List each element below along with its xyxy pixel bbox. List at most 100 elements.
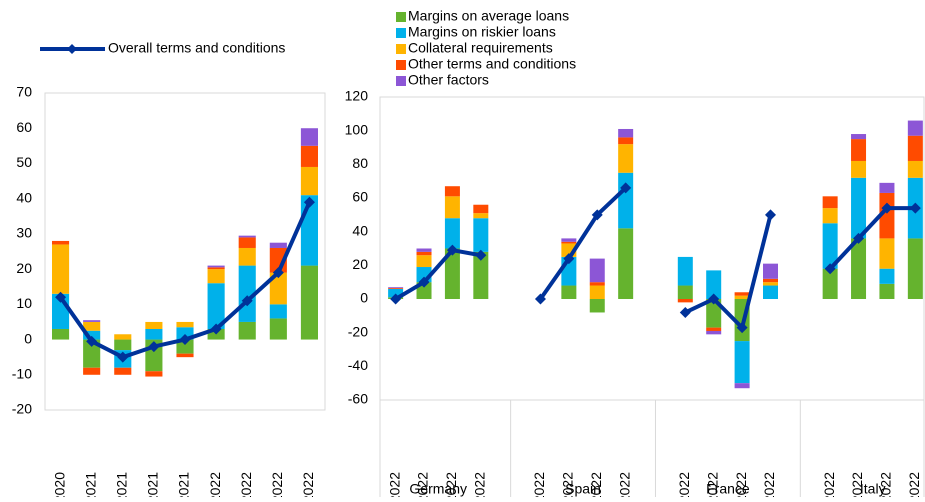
line-marker xyxy=(303,196,315,208)
bar-segment xyxy=(238,235,256,238)
y-tick-label: 20 xyxy=(352,256,368,272)
bar-segment xyxy=(589,282,605,286)
bar-segment xyxy=(763,285,778,299)
y-tick-label: 0 xyxy=(24,330,32,346)
x-tick-label: Q2 2022 xyxy=(560,472,576,497)
legend-swatch xyxy=(396,28,406,38)
x-tick-label: Q2 2022 xyxy=(238,472,254,497)
legend-swatch xyxy=(396,76,406,86)
bar-segment xyxy=(473,218,489,252)
line xyxy=(538,186,628,301)
y-tick-label: 80 xyxy=(352,155,368,171)
bar-segment xyxy=(269,318,287,340)
bar-segment xyxy=(207,267,225,270)
bar-segment xyxy=(238,247,256,266)
bar-segment xyxy=(83,320,101,322)
bar-segment xyxy=(83,321,101,331)
y-tick-label: 60 xyxy=(352,189,368,205)
legend-swatch xyxy=(396,60,406,70)
bar-segment xyxy=(145,371,163,377)
line-marker xyxy=(55,291,67,303)
bar-segment xyxy=(589,258,605,283)
y-tick-label: 30 xyxy=(16,225,32,241)
legend-label: Margins on average loans xyxy=(408,8,569,24)
line-marker xyxy=(179,334,191,346)
bar-segment xyxy=(879,283,895,299)
x-tick-label: Q4 2022 xyxy=(300,472,316,497)
bar-segment xyxy=(238,237,256,248)
line-marker xyxy=(881,202,893,214)
bar-segment xyxy=(300,128,318,146)
x-tick-label: Q4 2022 xyxy=(906,472,922,497)
y-tick-label: 40 xyxy=(352,222,368,238)
y-tick-label: 40 xyxy=(16,189,32,205)
bar-segment xyxy=(416,255,432,268)
line-marker xyxy=(620,182,632,194)
bar-segment xyxy=(388,287,404,289)
legend-label: Other terms and conditions xyxy=(408,56,576,72)
bar-segment xyxy=(734,295,750,299)
bar-segment xyxy=(300,145,318,167)
bar-segment xyxy=(907,238,923,299)
bar-segment xyxy=(52,244,70,294)
bar-segment xyxy=(238,265,256,322)
bar-segment xyxy=(851,238,867,299)
x-tick-label: Q3 2022 xyxy=(733,472,749,497)
plot-frame xyxy=(44,92,326,411)
x-tick-label: Q4 2022 xyxy=(616,472,632,497)
bar-segment xyxy=(416,251,432,256)
bar-segment xyxy=(473,213,489,219)
y-tick-label: 20 xyxy=(16,260,32,276)
bar-segment xyxy=(677,299,693,303)
line-marker xyxy=(148,341,160,353)
y-tick-label: 50 xyxy=(16,154,32,170)
line-marker xyxy=(708,293,720,305)
x-tick-label: Q3 2022 xyxy=(443,472,459,497)
x-tick-label: Q1 2022 xyxy=(386,472,402,497)
x-tick-label: Q4 2020 xyxy=(51,472,67,497)
bar-segment xyxy=(300,166,318,196)
y-tick-label: 70 xyxy=(16,84,32,100)
bar-segment xyxy=(763,278,778,283)
line-marker xyxy=(765,209,776,221)
y-tick-label: -40 xyxy=(348,357,368,373)
x-tick-label: Q1 2022 xyxy=(676,472,692,497)
bar-segment xyxy=(734,383,750,389)
x-tick-label: Q3 2022 xyxy=(269,472,285,497)
line-marker xyxy=(446,244,458,256)
bar-segment xyxy=(388,288,404,289)
bar-segment xyxy=(763,282,778,286)
bar-segment xyxy=(269,272,287,305)
bar-segment xyxy=(176,353,194,358)
y-tick-label: -20 xyxy=(348,323,368,339)
x-tick-label: Q1 2021 xyxy=(82,472,98,497)
y-tick-label: 100 xyxy=(345,121,369,137)
line-marker xyxy=(475,249,487,261)
bar-segment xyxy=(822,268,838,299)
line-marker xyxy=(241,295,253,307)
group-label: Italy xyxy=(860,481,886,497)
bar-segment xyxy=(879,268,895,284)
bar-segment xyxy=(706,327,722,331)
bar-segment xyxy=(851,177,867,239)
bar-segment xyxy=(618,137,634,145)
line-marker xyxy=(736,322,748,334)
bar-segment xyxy=(677,256,693,286)
line-marker xyxy=(853,232,865,244)
legend-label: Collateral requirements xyxy=(408,40,553,56)
x-tick-label: Q2 2022 xyxy=(849,472,865,497)
bar-segment xyxy=(589,299,605,313)
line xyxy=(828,206,916,271)
legend-swatch xyxy=(396,12,406,22)
x-tick-label: Q3 2022 xyxy=(878,472,894,497)
bar-segment xyxy=(879,182,895,193)
bar-segment xyxy=(618,144,634,173)
bar-segment xyxy=(618,172,634,229)
y-tick-label: -20 xyxy=(12,401,32,417)
bar-segment xyxy=(145,321,163,329)
bar-segment xyxy=(907,120,923,136)
y-tick-label: 60 xyxy=(16,119,32,135)
bar-segment xyxy=(300,265,318,340)
bar-segment xyxy=(444,248,460,299)
